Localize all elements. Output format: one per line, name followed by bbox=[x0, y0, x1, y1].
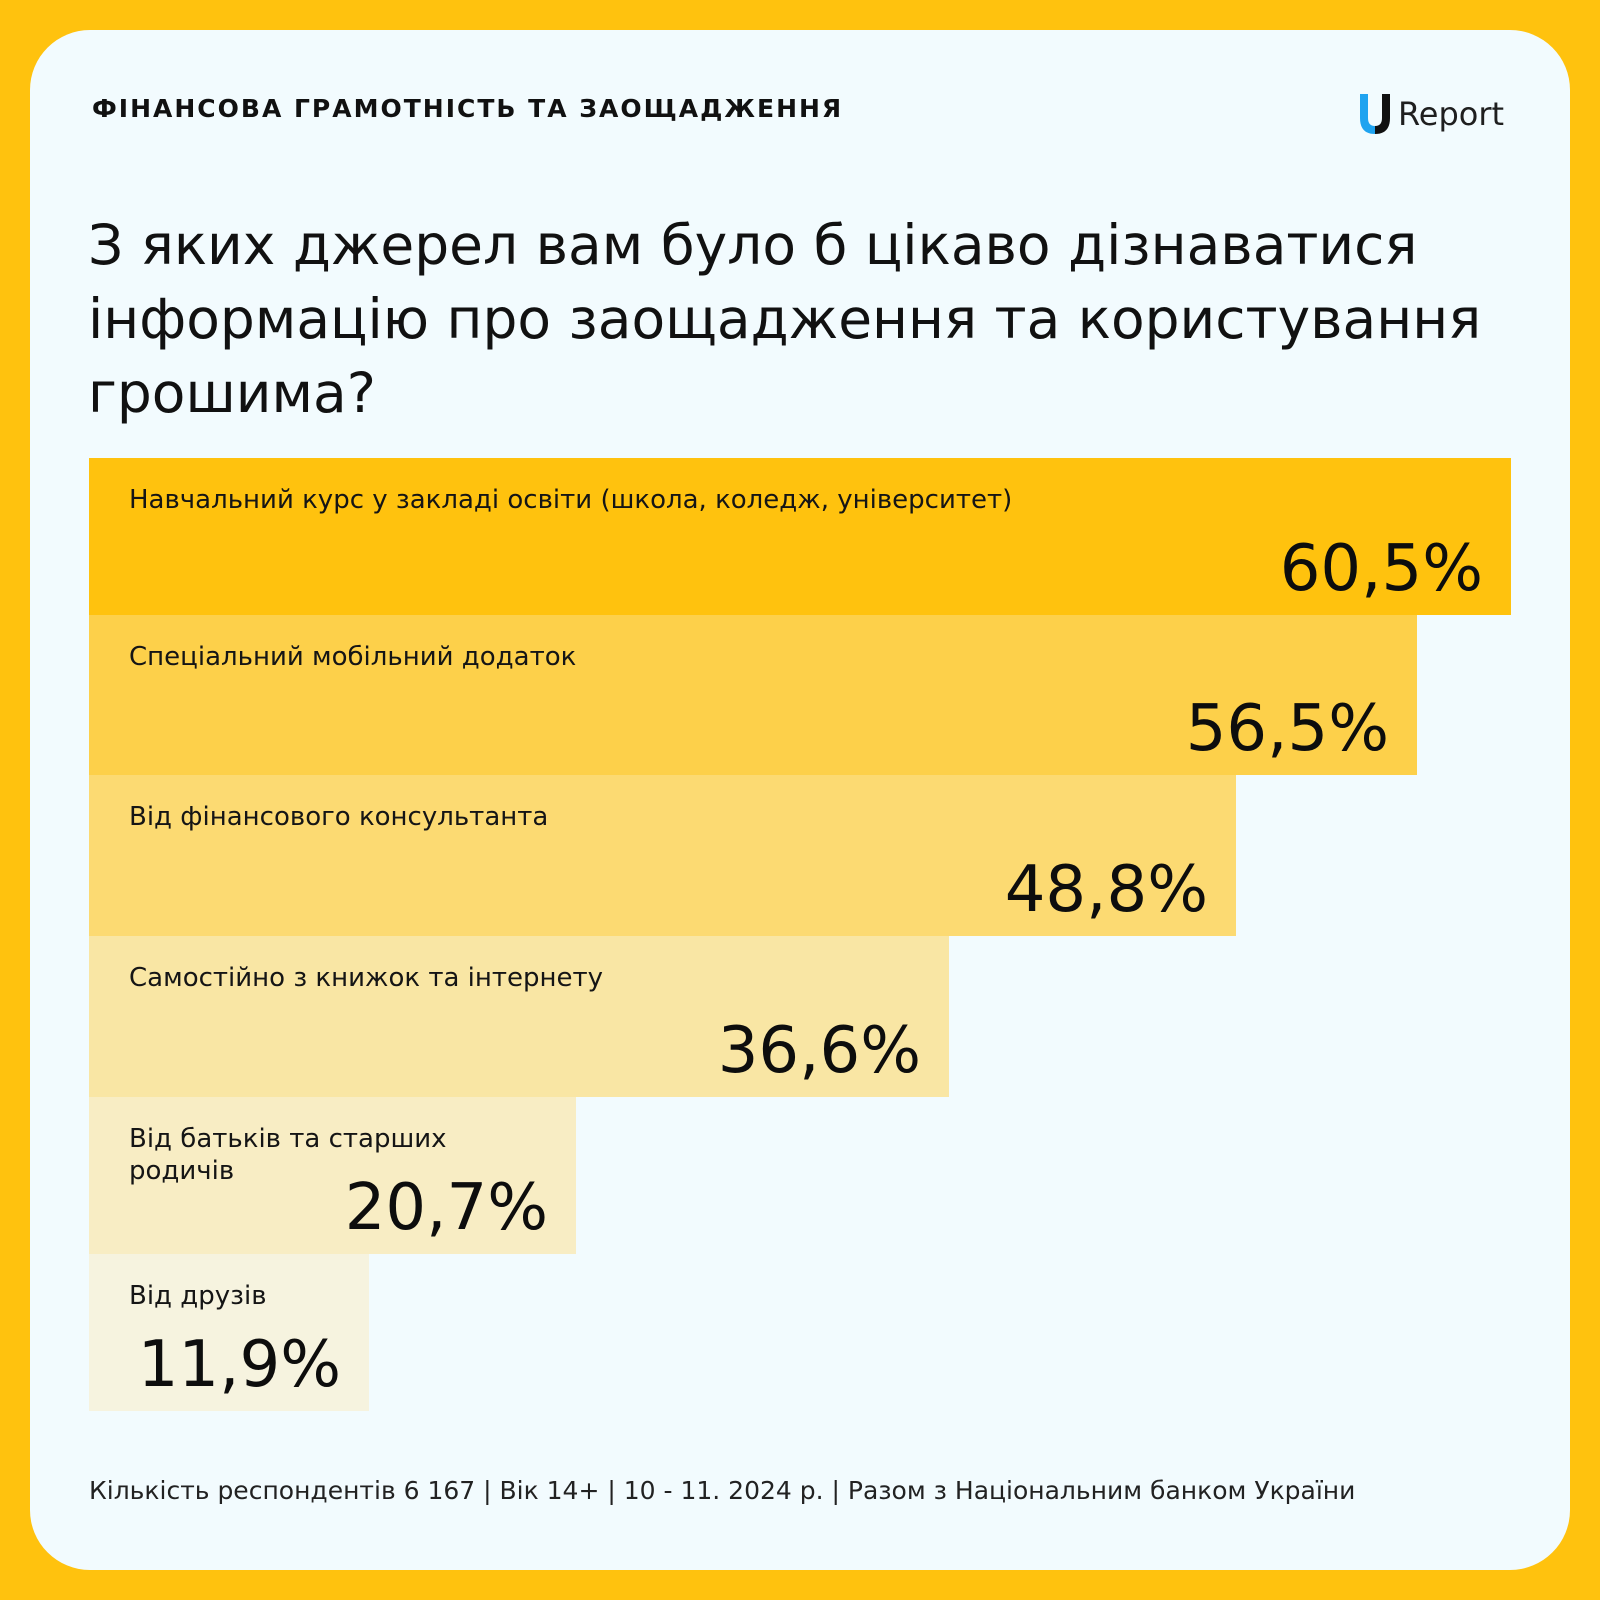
logo-text: Report bbox=[1398, 95, 1505, 133]
bar-value-label: 11,9% bbox=[137, 1328, 341, 1402]
bar-label: Спеціальний мобільний додаток bbox=[129, 642, 577, 672]
bar: Самостійно з книжок та інтернету 36,6% bbox=[89, 936, 949, 1097]
bar-value-label: 20,7% bbox=[344, 1171, 548, 1245]
category-label: ФІНАНСОВА ГРАМОТНІСТЬ ТА ЗАОЩАДЖЕННЯ bbox=[92, 94, 844, 123]
bar: Від друзів 11,9% bbox=[89, 1254, 369, 1411]
bar-value-label: 60,5% bbox=[1279, 532, 1483, 606]
bar-value-label: 36,6% bbox=[717, 1014, 921, 1088]
bar-value-label: 48,8% bbox=[1004, 853, 1208, 927]
bar-label: Від друзів bbox=[129, 1281, 267, 1311]
ureport-logo: Report bbox=[1358, 92, 1504, 136]
bar-label: Самостійно з книжок та інтернету bbox=[129, 963, 604, 993]
chart-title: З яких джерел вам було б цікаво дізнават… bbox=[88, 213, 1482, 425]
bar-value-label: 56,5% bbox=[1185, 692, 1389, 766]
bar: Спеціальний мобільний додаток 56,5% bbox=[89, 615, 1417, 775]
footer-note: Кількість респондентів 6 167 | Вік 14+ |… bbox=[89, 1476, 1356, 1505]
bar: Від батьків та старших родичів 20,7% bbox=[89, 1097, 576, 1254]
bar: Навчальний курс у закладі освіти (школа,… bbox=[89, 458, 1511, 615]
u-logo-icon bbox=[1360, 94, 1390, 134]
bar: Від фінансового консультанта 48,8% bbox=[89, 775, 1236, 936]
bar-label: Навчальний курс у закладі освіти (школа,… bbox=[129, 485, 1013, 515]
bar-label: Від батьків та старших родичів bbox=[129, 1124, 447, 1186]
bar-label: Від фінансового консультанта bbox=[129, 802, 549, 832]
